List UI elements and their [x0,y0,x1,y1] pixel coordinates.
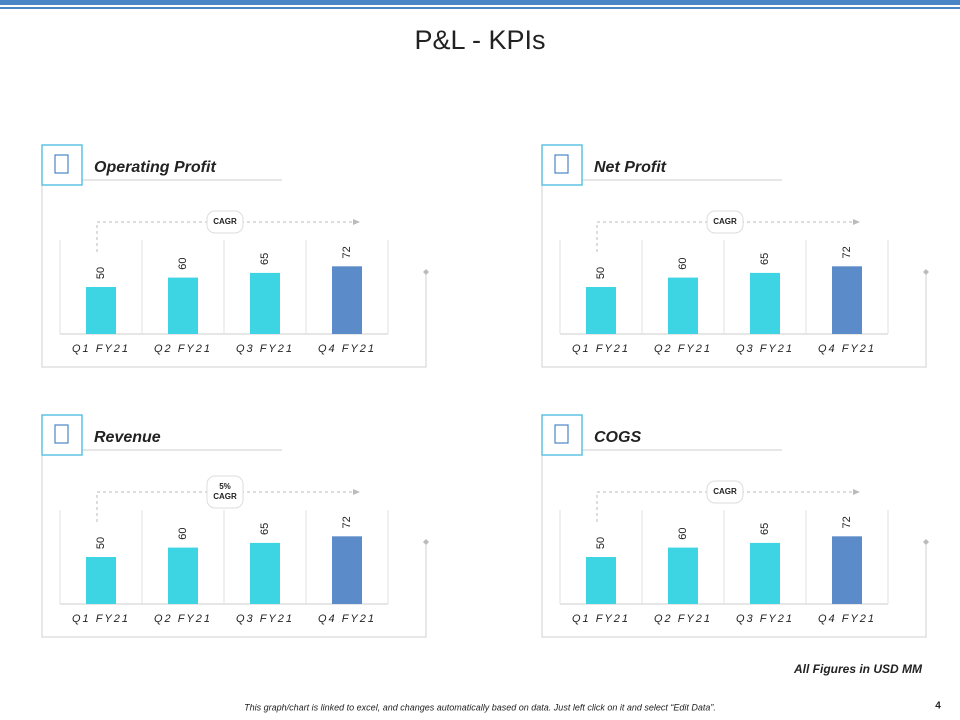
panel-frame [41,185,427,368]
icon-box [541,414,583,456]
footer-note: This graph/chart is linked to excel, and… [244,702,716,712]
panel-title: Operating Profit [94,159,216,176]
icon-box [41,144,83,186]
bar [668,277,698,334]
diamond [423,269,429,275]
arrow-head [353,489,360,495]
category-label: Q4 FY21 [318,343,376,355]
value-label: 72 [341,246,353,258]
icon [54,424,69,444]
cagr-badge [706,480,744,504]
value-label: 50 [595,537,607,549]
cagr-arrow [96,221,358,252]
icon-box [41,414,83,456]
value-label: 60 [177,527,189,539]
cagr-badge [206,210,244,234]
bar [668,547,698,604]
value-label: 50 [95,267,107,279]
arrow-head [353,219,360,225]
value-label: 50 [95,537,107,549]
cagr-arrow [596,491,858,522]
value-label: 60 [677,527,689,539]
page-number: 4 [935,701,941,712]
value-label: 72 [841,246,853,258]
top-band [0,0,960,5]
panel-title: Net Profit [594,159,667,176]
category-label: Q1 FY21 [72,613,130,625]
panel-title: COGS [594,429,641,446]
arrow-head [853,219,860,225]
category-label: Q4 FY21 [818,343,876,355]
cagr-label: CAGR [213,492,237,501]
category-label: Q3 FY21 [236,343,294,355]
cagr-badge [706,210,744,234]
diamond [923,269,929,275]
value-label: 65 [259,523,271,535]
bar [168,277,198,334]
category-label: Q3 FY21 [736,613,794,625]
bar [586,557,616,604]
top-rule [0,7,960,9]
icon-box [541,144,583,186]
value-label: 72 [841,516,853,528]
category-label: Q2 FY21 [654,343,712,355]
cagr-label: CAGR [713,487,737,496]
panel-frame [41,455,427,638]
category-label: Q1 FY21 [572,613,630,625]
icon [554,424,569,444]
bar [750,542,780,604]
bar [86,287,116,334]
value-label: 50 [595,267,607,279]
cagr-label: CAGR [213,217,237,226]
bar [586,287,616,334]
category-label: Q4 FY21 [318,613,376,625]
arrow-head [853,489,860,495]
cagr-badge [206,475,244,509]
category-label: Q2 FY21 [654,613,712,625]
panel-frame [541,455,927,638]
icon [54,154,69,174]
bar [332,536,362,604]
icon [554,154,569,174]
cagr-arrow [96,491,358,522]
panel-title: Revenue [94,429,161,446]
category-label: Q4 FY21 [818,613,876,625]
diamond [923,539,929,545]
cagr-label: 5% [219,482,231,491]
bar [832,266,862,334]
category-label: Q2 FY21 [154,343,212,355]
bar [250,272,280,334]
cagr-label: CAGR [713,217,737,226]
panel-frame [541,185,927,368]
value-label: 60 [677,257,689,269]
bar [332,266,362,334]
bar [750,272,780,334]
slide-title: P&L - KPIs [414,25,545,55]
bar [832,536,862,604]
value-label: 65 [759,253,771,265]
bar [250,542,280,604]
value-label: 65 [759,523,771,535]
diamond [423,539,429,545]
value-label: 60 [177,257,189,269]
category-label: Q3 FY21 [236,613,294,625]
category-label: Q1 FY21 [72,343,130,355]
units-note: All Figures in USD MM [793,662,923,676]
bar [168,547,198,604]
bar [86,557,116,604]
value-label: 72 [341,516,353,528]
category-label: Q1 FY21 [572,343,630,355]
category-label: Q2 FY21 [154,613,212,625]
value-label: 65 [259,253,271,265]
category-label: Q3 FY21 [736,343,794,355]
cagr-arrow [596,221,858,252]
